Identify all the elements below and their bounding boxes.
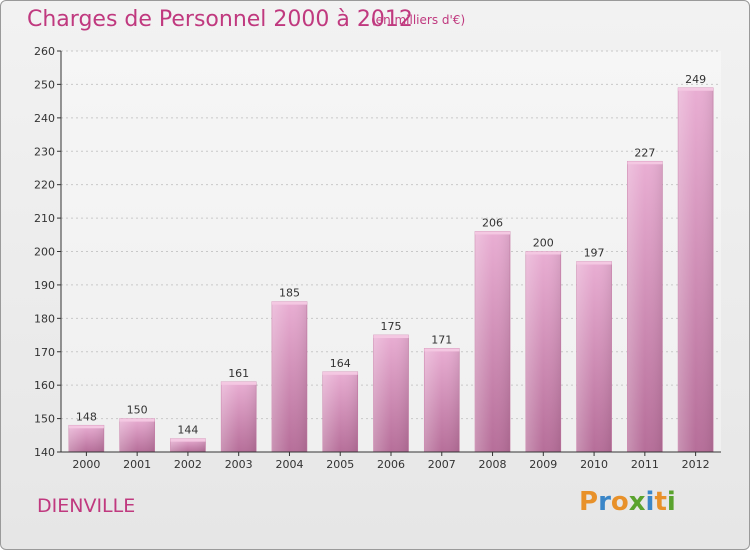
- x-tick-label: 2002: [174, 458, 202, 471]
- x-tick-label: 2012: [682, 458, 710, 471]
- y-tick-label: 190: [34, 279, 55, 292]
- data-label: 148: [76, 410, 97, 423]
- logo-letter: o: [610, 487, 629, 517]
- y-tick-label: 160: [34, 379, 55, 392]
- x-tick-label: 2011: [631, 458, 659, 471]
- proxiti-logo: Proxiti: [579, 487, 676, 517]
- bar-shine: [271, 301, 307, 452]
- logo-letter: t: [654, 487, 667, 517]
- logo-letter: P: [579, 487, 599, 517]
- x-tick-label: 2004: [275, 458, 303, 471]
- bar-shine: [221, 381, 257, 452]
- y-tick-label: 230: [34, 145, 55, 158]
- logo-letter: x: [628, 487, 646, 517]
- y-tick-label: 200: [34, 246, 55, 259]
- bar-top: [475, 231, 511, 235]
- y-tick-label: 260: [34, 45, 55, 58]
- bar-shine: [170, 438, 206, 452]
- y-tick-label: 210: [34, 212, 55, 225]
- logo-letter: r: [598, 487, 611, 517]
- data-label: 185: [279, 287, 300, 300]
- y-tick-label: 150: [34, 413, 55, 426]
- x-tick-label: 2009: [529, 458, 557, 471]
- x-tick-label: 2006: [377, 458, 405, 471]
- x-tick-label: 2007: [428, 458, 456, 471]
- data-label: 249: [685, 73, 706, 86]
- y-tick-label: 240: [34, 112, 55, 125]
- data-label: 171: [431, 333, 452, 346]
- data-label: 150: [127, 404, 148, 417]
- bar-top: [271, 301, 307, 305]
- bar-shine: [475, 231, 511, 452]
- bar-top: [68, 425, 104, 429]
- bar-shine: [322, 371, 358, 452]
- bar-shine: [373, 335, 409, 452]
- x-tick-label: 2005: [326, 458, 354, 471]
- data-label: 144: [177, 424, 198, 437]
- bar-top: [119, 418, 155, 422]
- logo-letter: i: [645, 487, 655, 517]
- chart-title: Charges de Personnel 2000 à 2012: [27, 7, 413, 32]
- bar-top: [576, 261, 612, 265]
- y-tick-label: 220: [34, 179, 55, 192]
- bar-shine: [627, 161, 663, 452]
- bar-shine: [424, 348, 460, 452]
- logo-letter: i: [666, 487, 676, 517]
- data-label: 197: [584, 247, 605, 260]
- data-label: 161: [228, 367, 249, 380]
- bar-top: [678, 87, 714, 91]
- bar-top: [525, 251, 561, 255]
- bar-shine: [68, 425, 104, 452]
- bar-shine: [119, 418, 155, 452]
- y-tick-label: 180: [34, 312, 55, 325]
- data-label: 227: [634, 146, 655, 159]
- bar-shine: [678, 87, 714, 452]
- data-label: 175: [381, 320, 402, 333]
- bar-top: [322, 371, 358, 375]
- bar-top: [424, 348, 460, 352]
- bar-shine: [525, 251, 561, 452]
- y-tick-label: 170: [34, 346, 55, 359]
- city-name: DIENVILLE: [37, 495, 136, 517]
- data-label: 200: [533, 237, 554, 250]
- bar-top: [627, 161, 663, 165]
- data-label: 206: [482, 216, 503, 229]
- y-tick-label: 250: [34, 78, 55, 91]
- bar-shine: [576, 261, 612, 452]
- bar-top: [170, 438, 206, 442]
- bar-top: [221, 381, 257, 385]
- data-label: 164: [330, 357, 351, 370]
- bar-top: [373, 335, 409, 339]
- x-tick-label: 2001: [123, 458, 151, 471]
- y-tick-label: 140: [34, 446, 55, 459]
- x-tick-label: 2000: [72, 458, 100, 471]
- x-tick-label: 2008: [479, 458, 507, 471]
- x-tick-label: 2003: [225, 458, 253, 471]
- x-tick-label: 2010: [580, 458, 608, 471]
- chart-subtitle: (en milliers d'€): [371, 13, 466, 27]
